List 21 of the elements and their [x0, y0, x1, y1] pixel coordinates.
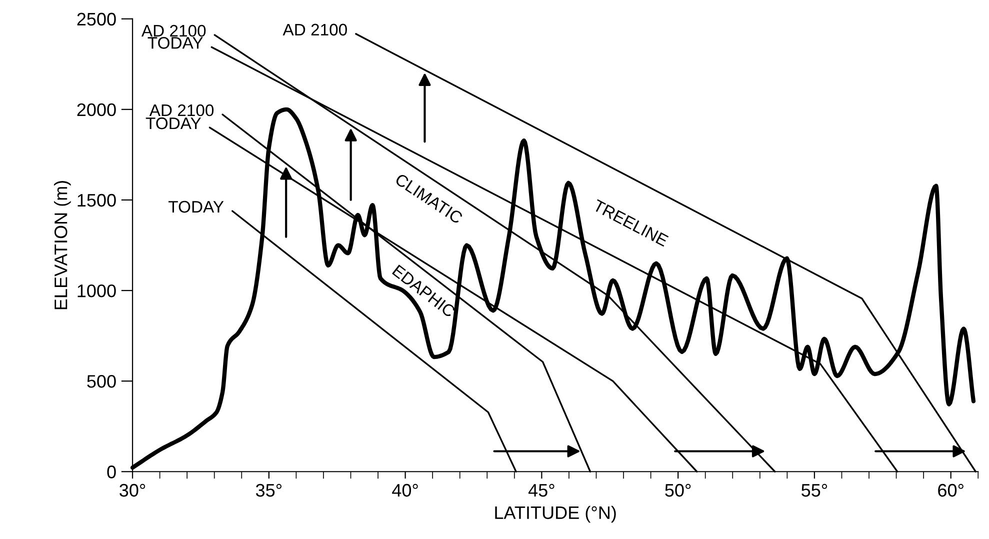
x-tick-label: 55°	[802, 484, 828, 497]
x-tick-label: 35°	[256, 484, 282, 497]
x-tick-label: 60°	[938, 484, 964, 497]
x-tick-label: 50°	[665, 484, 691, 497]
y-tick-label: 0	[107, 466, 116, 478]
annotation: AD 2100	[149, 104, 214, 116]
x-tick-label: 40°	[392, 484, 418, 497]
y-tick-label: 1000	[78, 284, 116, 298]
annotation: TODAY	[148, 37, 203, 49]
y-tick-label: 1500	[78, 194, 116, 207]
y-axis-title: ELEVATION (m)	[54, 180, 71, 310]
annotation: TODAY	[146, 117, 202, 130]
y-tick-label: 2500	[77, 12, 116, 26]
annotation: AD 2100	[282, 24, 347, 36]
y-tick-label: 2000	[77, 103, 116, 116]
x-tick-label: 45°	[528, 484, 554, 497]
annotation: AD 2100	[141, 24, 206, 37]
annotation: TODAY	[168, 200, 224, 213]
x-tick-label: 30°	[120, 484, 146, 497]
x-axis-title: LATITUDE (°N)	[495, 506, 616, 523]
y-tick-label: 500	[87, 375, 116, 388]
